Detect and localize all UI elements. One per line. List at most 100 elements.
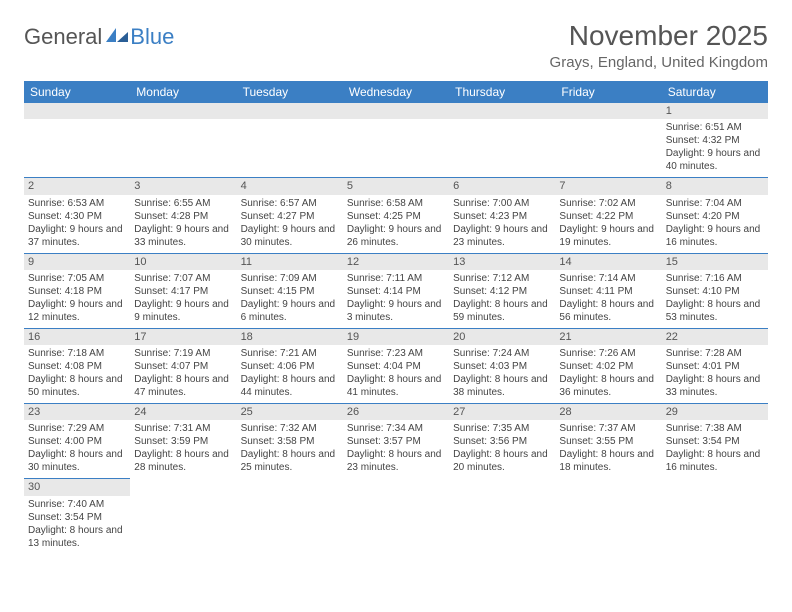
sunset-text: Sunset: 4:00 PM xyxy=(28,435,126,448)
calendar-cell: 16Sunrise: 7:18 AMSunset: 4:08 PMDayligh… xyxy=(24,328,130,403)
daylight-text: Daylight: 8 hours and 25 minutes. xyxy=(241,448,339,474)
logo-text-blue: Blue xyxy=(130,24,174,50)
daylight-text: Daylight: 8 hours and 44 minutes. xyxy=(241,373,339,399)
calendar-week-row: 16Sunrise: 7:18 AMSunset: 4:08 PMDayligh… xyxy=(24,328,768,403)
daylight-text: Daylight: 8 hours and 47 minutes. xyxy=(134,373,232,399)
empty-daynum xyxy=(237,103,343,119)
calendar-cell: 2Sunrise: 6:53 AMSunset: 4:30 PMDaylight… xyxy=(24,177,130,252)
calendar-cell xyxy=(130,103,236,177)
sunset-text: Sunset: 4:25 PM xyxy=(347,210,445,223)
weekday-header-row: SundayMondayTuesdayWednesdayThursdayFrid… xyxy=(24,81,768,103)
empty-body xyxy=(237,119,343,125)
daylight-text: Daylight: 9 hours and 23 minutes. xyxy=(453,223,551,249)
day-details: Sunrise: 7:04 AMSunset: 4:20 PMDaylight:… xyxy=(662,195,768,253)
calendar-cell: 12Sunrise: 7:11 AMSunset: 4:14 PMDayligh… xyxy=(343,253,449,328)
sunrise-text: Sunrise: 7:18 AM xyxy=(28,347,126,360)
daylight-text: Daylight: 8 hours and 50 minutes. xyxy=(28,373,126,399)
daylight-text: Daylight: 9 hours and 9 minutes. xyxy=(134,298,232,324)
calendar-cell: 13Sunrise: 7:12 AMSunset: 4:12 PMDayligh… xyxy=(449,253,555,328)
calendar-cell: 28Sunrise: 7:37 AMSunset: 3:55 PMDayligh… xyxy=(555,403,661,478)
weekday-header: Sunday xyxy=(24,81,130,103)
calendar-cell: 10Sunrise: 7:07 AMSunset: 4:17 PMDayligh… xyxy=(130,253,236,328)
title-block: November 2025 Grays, England, United Kin… xyxy=(550,20,768,71)
sunset-text: Sunset: 4:07 PM xyxy=(134,360,232,373)
sunset-text: Sunset: 4:23 PM xyxy=(453,210,551,223)
calendar-cell: 21Sunrise: 7:26 AMSunset: 4:02 PMDayligh… xyxy=(555,328,661,403)
sunset-text: Sunset: 4:14 PM xyxy=(347,285,445,298)
sunset-text: Sunset: 4:20 PM xyxy=(666,210,764,223)
sunrise-text: Sunrise: 7:19 AM xyxy=(134,347,232,360)
sunrise-text: Sunrise: 7:23 AM xyxy=(347,347,445,360)
sunset-text: Sunset: 4:27 PM xyxy=(241,210,339,223)
calendar-cell: 5Sunrise: 6:58 AMSunset: 4:25 PMDaylight… xyxy=(343,177,449,252)
day-details: Sunrise: 7:40 AMSunset: 3:54 PMDaylight:… xyxy=(24,496,130,554)
day-number: 10 xyxy=(130,253,236,270)
calendar-cell: 3Sunrise: 6:55 AMSunset: 4:28 PMDaylight… xyxy=(130,177,236,252)
day-details: Sunrise: 7:11 AMSunset: 4:14 PMDaylight:… xyxy=(343,270,449,328)
day-number: 12 xyxy=(343,253,449,270)
sunset-text: Sunset: 4:01 PM xyxy=(666,360,764,373)
day-details: Sunrise: 7:34 AMSunset: 3:57 PMDaylight:… xyxy=(343,420,449,478)
calendar-cell xyxy=(449,103,555,177)
calendar-cell xyxy=(130,478,236,553)
empty-daynum xyxy=(343,103,449,119)
calendar-cell: 6Sunrise: 7:00 AMSunset: 4:23 PMDaylight… xyxy=(449,177,555,252)
calendar-cell xyxy=(24,103,130,177)
calendar-cell: 27Sunrise: 7:35 AMSunset: 3:56 PMDayligh… xyxy=(449,403,555,478)
calendar-body: 1Sunrise: 6:51 AMSunset: 4:32 PMDaylight… xyxy=(24,103,768,554)
day-number: 28 xyxy=(555,403,661,420)
sunrise-text: Sunrise: 6:51 AM xyxy=(666,121,764,134)
day-details: Sunrise: 7:19 AMSunset: 4:07 PMDaylight:… xyxy=(130,345,236,403)
day-number: 3 xyxy=(130,177,236,194)
sunset-text: Sunset: 4:22 PM xyxy=(559,210,657,223)
sunrise-text: Sunrise: 7:16 AM xyxy=(666,272,764,285)
calendar-cell: 29Sunrise: 7:38 AMSunset: 3:54 PMDayligh… xyxy=(662,403,768,478)
sunset-text: Sunset: 3:58 PM xyxy=(241,435,339,448)
daylight-text: Daylight: 9 hours and 40 minutes. xyxy=(666,147,764,173)
sunset-text: Sunset: 4:03 PM xyxy=(453,360,551,373)
day-details: Sunrise: 7:37 AMSunset: 3:55 PMDaylight:… xyxy=(555,420,661,478)
calendar-week-row: 1Sunrise: 6:51 AMSunset: 4:32 PMDaylight… xyxy=(24,103,768,177)
sunrise-text: Sunrise: 7:11 AM xyxy=(347,272,445,285)
day-number: 9 xyxy=(24,253,130,270)
sunrise-text: Sunrise: 6:57 AM xyxy=(241,197,339,210)
day-number: 27 xyxy=(449,403,555,420)
sunrise-text: Sunrise: 7:21 AM xyxy=(241,347,339,360)
sunrise-text: Sunrise: 7:26 AM xyxy=(559,347,657,360)
sunrise-text: Sunrise: 7:37 AM xyxy=(559,422,657,435)
sunset-text: Sunset: 4:12 PM xyxy=(453,285,551,298)
day-number: 5 xyxy=(343,177,449,194)
calendar-cell xyxy=(343,478,449,553)
day-number: 2 xyxy=(24,177,130,194)
daylight-text: Daylight: 8 hours and 20 minutes. xyxy=(453,448,551,474)
day-number: 11 xyxy=(237,253,343,270)
day-number: 16 xyxy=(24,328,130,345)
daylight-text: Daylight: 9 hours and 37 minutes. xyxy=(28,223,126,249)
sunset-text: Sunset: 4:06 PM xyxy=(241,360,339,373)
weekday-header: Tuesday xyxy=(237,81,343,103)
weekday-header: Thursday xyxy=(449,81,555,103)
sunrise-text: Sunrise: 6:58 AM xyxy=(347,197,445,210)
daylight-text: Daylight: 9 hours and 12 minutes. xyxy=(28,298,126,324)
day-details: Sunrise: 7:28 AMSunset: 4:01 PMDaylight:… xyxy=(662,345,768,403)
day-number: 6 xyxy=(449,177,555,194)
calendar-cell xyxy=(449,478,555,553)
sunset-text: Sunset: 3:59 PM xyxy=(134,435,232,448)
daylight-text: Daylight: 9 hours and 30 minutes. xyxy=(241,223,339,249)
calendar-cell: 11Sunrise: 7:09 AMSunset: 4:15 PMDayligh… xyxy=(237,253,343,328)
empty-body xyxy=(130,119,236,125)
sunrise-text: Sunrise: 7:09 AM xyxy=(241,272,339,285)
calendar-cell: 17Sunrise: 7:19 AMSunset: 4:07 PMDayligh… xyxy=(130,328,236,403)
day-details: Sunrise: 7:05 AMSunset: 4:18 PMDaylight:… xyxy=(24,270,130,328)
empty-body xyxy=(343,119,449,125)
daylight-text: Daylight: 8 hours and 36 minutes. xyxy=(559,373,657,399)
sunrise-text: Sunrise: 7:34 AM xyxy=(347,422,445,435)
sunset-text: Sunset: 3:56 PM xyxy=(453,435,551,448)
calendar-cell: 14Sunrise: 7:14 AMSunset: 4:11 PMDayligh… xyxy=(555,253,661,328)
empty-daynum xyxy=(24,103,130,119)
day-details: Sunrise: 7:12 AMSunset: 4:12 PMDaylight:… xyxy=(449,270,555,328)
calendar-table: SundayMondayTuesdayWednesdayThursdayFrid… xyxy=(24,81,768,554)
day-details: Sunrise: 6:55 AMSunset: 4:28 PMDaylight:… xyxy=(130,195,236,253)
calendar-cell xyxy=(555,478,661,553)
daylight-text: Daylight: 9 hours and 6 minutes. xyxy=(241,298,339,324)
